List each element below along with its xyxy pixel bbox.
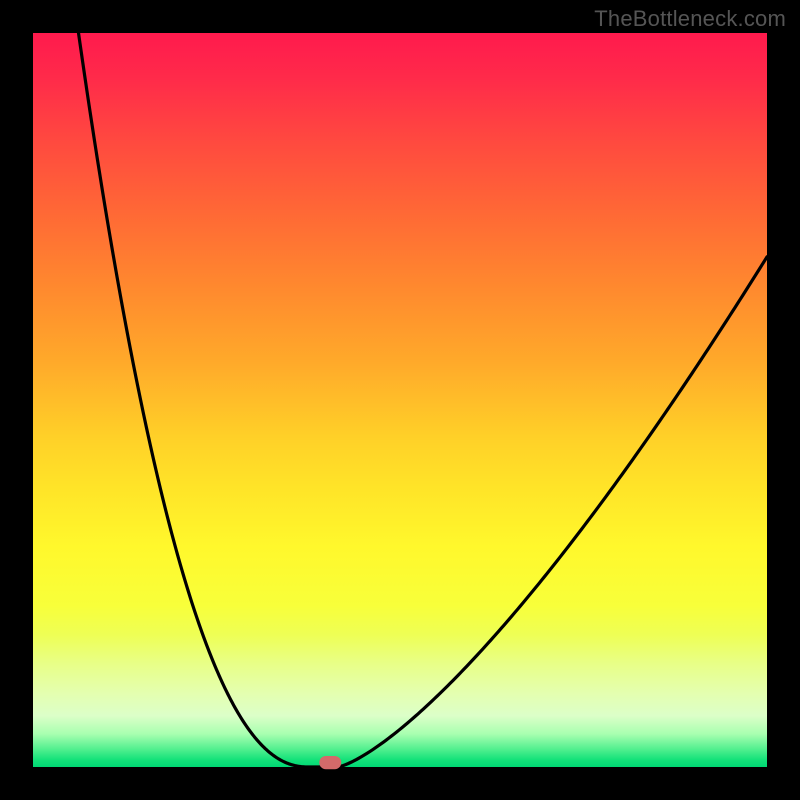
- optimal-point-marker: [319, 756, 341, 769]
- plot-area: [33, 33, 767, 767]
- bottleneck-chart: [0, 0, 800, 800]
- chart-container: TheBottleneck.com: [0, 0, 800, 800]
